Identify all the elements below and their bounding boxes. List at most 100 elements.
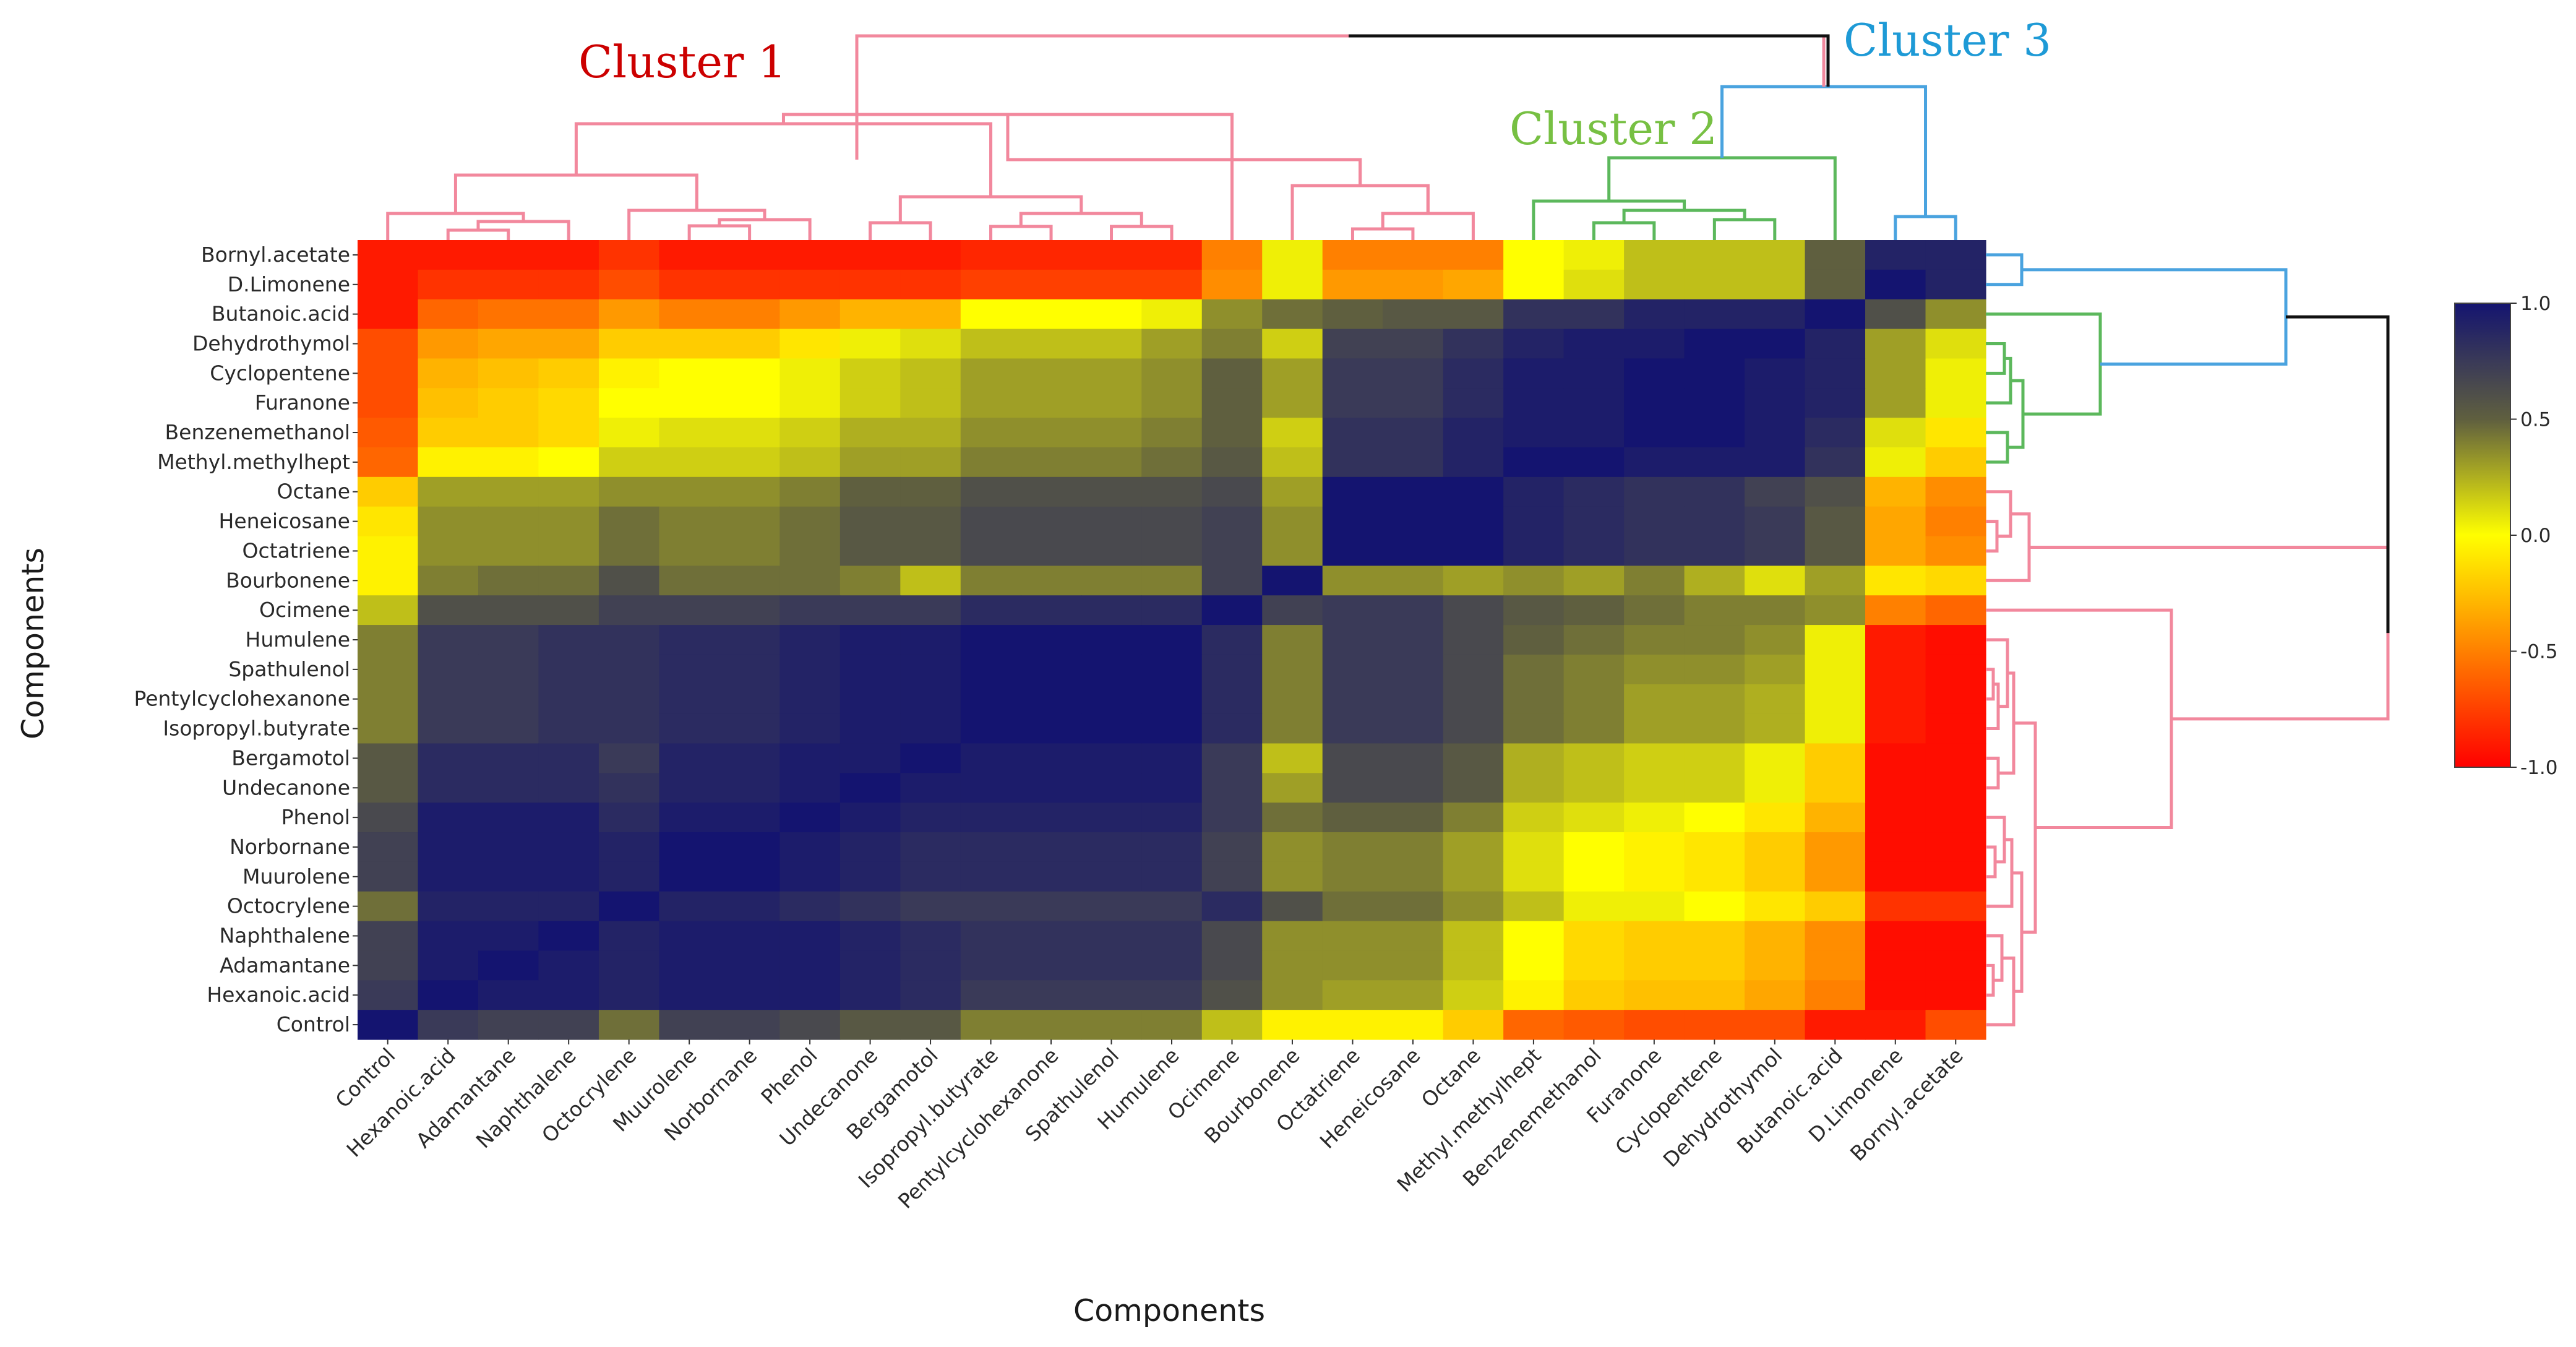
heatmap-cell: [1925, 891, 1986, 922]
heatmap-cell: [1925, 921, 1986, 952]
heatmap-cell: [1383, 476, 1444, 507]
heatmap-cell: [358, 921, 419, 952]
heatmap-cell: [1925, 536, 1986, 566]
dendrogram-link: [1592, 221, 1656, 240]
heatmap-cell: [538, 980, 599, 1010]
heatmap-cell: [1201, 299, 1263, 330]
heatmap-cell: [719, 240, 780, 270]
heatmap-cell: [1865, 476, 1926, 507]
heatmap-cell: [900, 240, 961, 270]
heatmap-cell: [478, 921, 539, 952]
heatmap-cell: [1865, 566, 1926, 596]
heatmap-cell: [659, 595, 720, 626]
heatmap-cell: [1383, 654, 1444, 685]
heatmap-cell: [1563, 921, 1625, 952]
heatmap-cell: [779, 832, 841, 863]
heatmap-cell: [1262, 269, 1323, 300]
heatmap-cell: [1383, 536, 1444, 566]
heatmap-cell: [1081, 358, 1142, 389]
heatmap-cell: [1503, 773, 1565, 803]
heatmap-cell: [1262, 832, 1323, 863]
heatmap-cell: [1383, 861, 1444, 892]
dendrogram-link: [1986, 431, 2009, 464]
heatmap-cell: [1624, 980, 1685, 1010]
heatmap-cell: [659, 418, 720, 448]
cluster-2-label: Cluster 2: [1509, 103, 1717, 155]
heatmap-cell: [779, 299, 841, 330]
heatmap-cell: [659, 891, 720, 922]
heatmap-cell: [1322, 329, 1383, 359]
heatmap-cell: [418, 832, 479, 863]
heatmap-cell: [1684, 654, 1745, 685]
heatmap-cell: [839, 476, 901, 507]
heatmap-cell: [1503, 299, 1565, 330]
heatmap-cell: [1021, 299, 1082, 330]
row-label: Butanoic.acid: [212, 302, 350, 326]
heatmap-cell: [538, 329, 599, 359]
heatmap-cell: [900, 921, 961, 952]
heatmap-cell: [900, 950, 961, 981]
heatmap-cell: [1201, 566, 1263, 596]
heatmap-cell: [1563, 240, 1625, 270]
heatmap-cell: [1925, 950, 1986, 981]
heatmap-cell: [538, 566, 599, 596]
heatmap-cell: [900, 358, 961, 389]
heatmap-cell: [960, 299, 1021, 330]
heatmap-cell: [1624, 299, 1685, 330]
heatmap-cell: [1443, 773, 1504, 803]
heatmap-cell: [1745, 891, 1806, 922]
heatmap-cell: [1865, 980, 1926, 1010]
heatmap-cell: [358, 950, 419, 981]
heatmap-cell: [1805, 329, 1866, 359]
heatmap-cell: [1503, 536, 1565, 566]
heatmap-cell: [1383, 506, 1444, 537]
heatmap-cell: [960, 358, 1021, 389]
heatmap-cell: [1141, 803, 1203, 833]
heatmap-cell: [659, 447, 720, 478]
colorbar-tick-label: 0.5: [2520, 409, 2551, 431]
heatmap-cell: [1141, 980, 1203, 1010]
heatmap-cell: [598, 654, 660, 685]
heatmap-cell: [719, 803, 780, 833]
heatmap-cell: [1865, 625, 1926, 655]
heatmap-cell: [1201, 743, 1263, 773]
heatmap-cell: [1262, 595, 1323, 626]
heatmap-cell: [1141, 921, 1203, 952]
heatmap-cell: [1262, 743, 1323, 773]
heatmap-cell: [659, 476, 720, 507]
heatmap-cell: [358, 803, 419, 833]
heatmap-cell: [358, 773, 419, 803]
row-label: Cyclopentene: [210, 361, 350, 385]
heatmap-cell: [418, 713, 479, 744]
heatmap-cell: [358, 654, 419, 685]
heatmap-cell: [1624, 713, 1685, 744]
row-label: Control: [277, 1012, 350, 1036]
heatmap-cell: [1503, 921, 1565, 952]
heatmap-cell: [1745, 269, 1806, 300]
heatmap-cell: [779, 684, 841, 715]
heatmap-cell: [1925, 713, 1986, 744]
heatmap-cell: [1081, 1010, 1142, 1040]
heatmap-cell: [1563, 861, 1625, 892]
heatmap-cell: [1443, 595, 1504, 626]
heatmap-cell: [1925, 388, 1986, 418]
heatmap-cell: [1503, 713, 1565, 744]
row-label: Naphthalene: [219, 924, 350, 948]
heatmap-cell: [1141, 358, 1203, 389]
heatmap-cell: [1383, 566, 1444, 596]
heatmap-cell: [358, 506, 419, 537]
row-label: Furanone: [255, 390, 350, 415]
heatmap-cell: [478, 447, 539, 478]
heatmap-cell: [1322, 476, 1383, 507]
heatmap-cell: [659, 773, 720, 803]
heatmap-cell: [1865, 773, 1926, 803]
heatmap-cell: [1684, 773, 1745, 803]
heatmap-cell: [1021, 566, 1082, 596]
row-label: Octatriene: [243, 538, 350, 562]
heatmap-cell: [960, 536, 1021, 566]
heatmap-cell: [1925, 269, 1986, 300]
heatmap-cell: [1021, 625, 1082, 655]
heatmap-cell: [418, 654, 479, 685]
heatmap-cell: [1865, 950, 1926, 981]
heatmap-cell: [1624, 595, 1685, 626]
